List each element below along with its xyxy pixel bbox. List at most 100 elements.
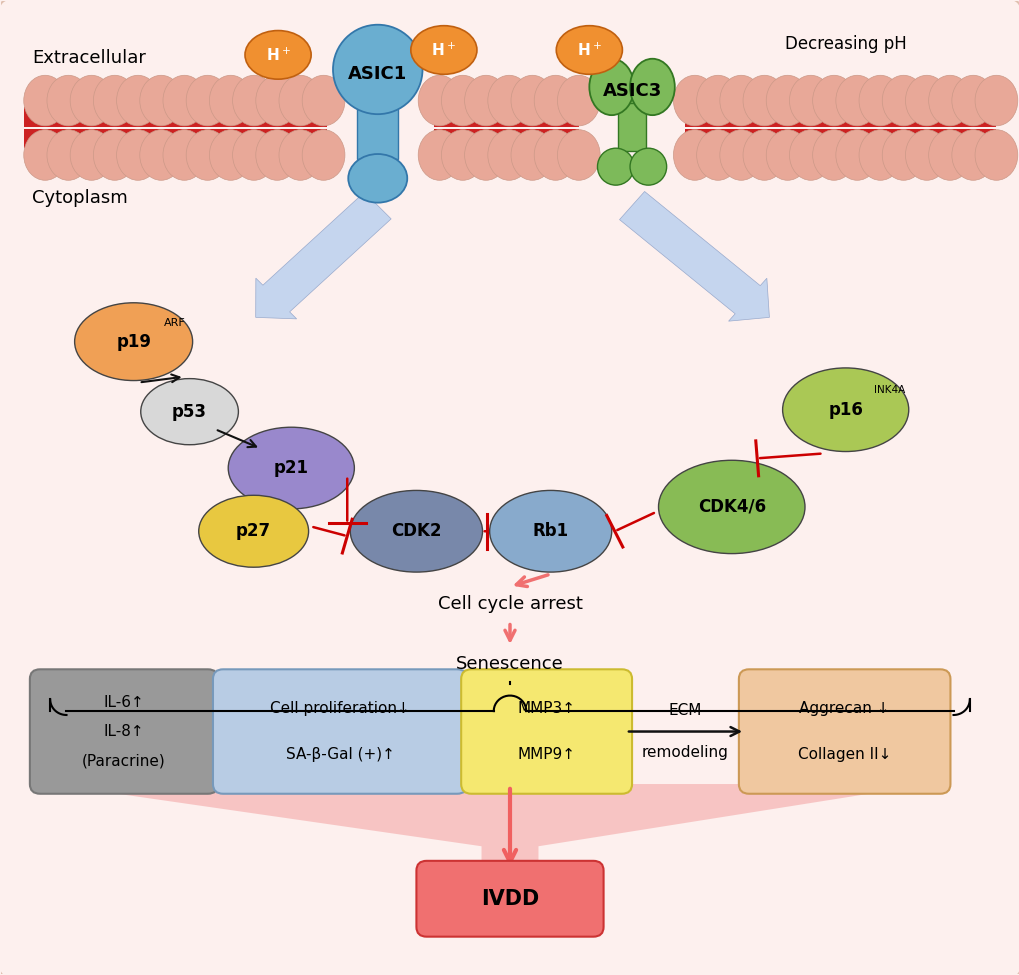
Text: p21: p21 — [273, 459, 309, 477]
Text: Cytoplasm: Cytoplasm — [32, 189, 127, 207]
Ellipse shape — [858, 75, 901, 126]
Ellipse shape — [487, 130, 530, 180]
Ellipse shape — [279, 130, 321, 180]
Ellipse shape — [835, 130, 877, 180]
Ellipse shape — [905, 130, 948, 180]
Bar — [611, 79, 652, 106]
Ellipse shape — [881, 130, 924, 180]
Ellipse shape — [302, 75, 344, 126]
Ellipse shape — [597, 148, 634, 185]
Ellipse shape — [47, 130, 90, 180]
Text: ASIC3: ASIC3 — [602, 82, 661, 99]
Ellipse shape — [951, 130, 994, 180]
Ellipse shape — [719, 130, 762, 180]
Text: Rb1: Rb1 — [532, 523, 569, 540]
Text: IL-6↑: IL-6↑ — [104, 694, 145, 710]
Ellipse shape — [630, 148, 666, 185]
Text: p53: p53 — [172, 403, 207, 420]
Ellipse shape — [951, 75, 994, 126]
FancyBboxPatch shape — [213, 669, 467, 794]
Text: MMP9↑: MMP9↑ — [517, 747, 575, 762]
Ellipse shape — [256, 75, 299, 126]
Ellipse shape — [74, 303, 193, 380]
Ellipse shape — [411, 25, 477, 74]
Ellipse shape — [70, 130, 113, 180]
Ellipse shape — [556, 130, 599, 180]
Ellipse shape — [765, 75, 808, 126]
FancyBboxPatch shape — [30, 669, 218, 794]
Ellipse shape — [116, 130, 159, 180]
Bar — [433, 107, 579, 127]
Ellipse shape — [347, 154, 407, 203]
Bar — [23, 129, 326, 148]
Text: p16: p16 — [827, 401, 862, 418]
Ellipse shape — [812, 130, 855, 180]
Ellipse shape — [116, 75, 159, 126]
Ellipse shape — [465, 130, 506, 180]
Ellipse shape — [228, 427, 354, 509]
Ellipse shape — [511, 75, 553, 126]
Text: CDK4/6: CDK4/6 — [697, 498, 765, 516]
Ellipse shape — [209, 75, 252, 126]
Text: p27: p27 — [235, 523, 271, 540]
Ellipse shape — [556, 75, 599, 126]
Text: IL-8↑: IL-8↑ — [104, 724, 144, 739]
Text: Decreasing pH: Decreasing pH — [784, 35, 906, 54]
FancyBboxPatch shape — [416, 861, 603, 937]
Text: MMP3↑: MMP3↑ — [517, 701, 575, 716]
Text: ECM: ECM — [668, 703, 701, 718]
Ellipse shape — [630, 58, 675, 115]
FancyBboxPatch shape — [738, 669, 950, 794]
Ellipse shape — [696, 75, 739, 126]
Bar — [685, 107, 996, 127]
Ellipse shape — [658, 460, 804, 554]
Ellipse shape — [789, 130, 832, 180]
Ellipse shape — [232, 130, 275, 180]
Ellipse shape — [441, 75, 484, 126]
FancyBboxPatch shape — [461, 669, 632, 794]
Text: p19: p19 — [116, 332, 151, 351]
Ellipse shape — [974, 75, 1017, 126]
Text: Aggrecan ↓: Aggrecan ↓ — [799, 701, 889, 716]
Bar — [357, 93, 397, 159]
Ellipse shape — [555, 25, 622, 74]
Bar — [618, 102, 646, 151]
Ellipse shape — [163, 75, 206, 126]
Ellipse shape — [140, 75, 182, 126]
Ellipse shape — [94, 75, 136, 126]
Bar — [685, 129, 996, 148]
Ellipse shape — [534, 75, 577, 126]
Text: H$^+$: H$^+$ — [577, 41, 601, 58]
Ellipse shape — [927, 75, 970, 126]
Text: Cell cycle arrest: Cell cycle arrest — [437, 595, 582, 613]
Ellipse shape — [487, 75, 530, 126]
Ellipse shape — [465, 75, 506, 126]
Text: remodeling: remodeling — [641, 746, 729, 760]
Text: IVDD: IVDD — [480, 889, 539, 909]
Ellipse shape — [673, 130, 715, 180]
Text: Senescence: Senescence — [455, 655, 564, 674]
Text: H$^+$: H$^+$ — [431, 41, 455, 58]
Ellipse shape — [256, 130, 299, 180]
Ellipse shape — [812, 75, 855, 126]
Ellipse shape — [209, 130, 252, 180]
Text: Extracellular: Extracellular — [32, 49, 146, 66]
Ellipse shape — [765, 130, 808, 180]
Ellipse shape — [789, 75, 832, 126]
Ellipse shape — [94, 130, 136, 180]
Ellipse shape — [163, 130, 206, 180]
Ellipse shape — [696, 130, 739, 180]
Ellipse shape — [47, 75, 90, 126]
Ellipse shape — [418, 130, 461, 180]
Ellipse shape — [140, 130, 182, 180]
Ellipse shape — [881, 75, 924, 126]
Ellipse shape — [927, 130, 970, 180]
Ellipse shape — [279, 75, 321, 126]
Ellipse shape — [302, 130, 344, 180]
Ellipse shape — [534, 130, 577, 180]
Ellipse shape — [589, 58, 634, 115]
Text: ARF: ARF — [164, 318, 185, 328]
Bar — [433, 129, 579, 148]
Ellipse shape — [418, 75, 461, 126]
Text: SA-β-Gal (+)↑: SA-β-Gal (+)↑ — [285, 747, 394, 762]
